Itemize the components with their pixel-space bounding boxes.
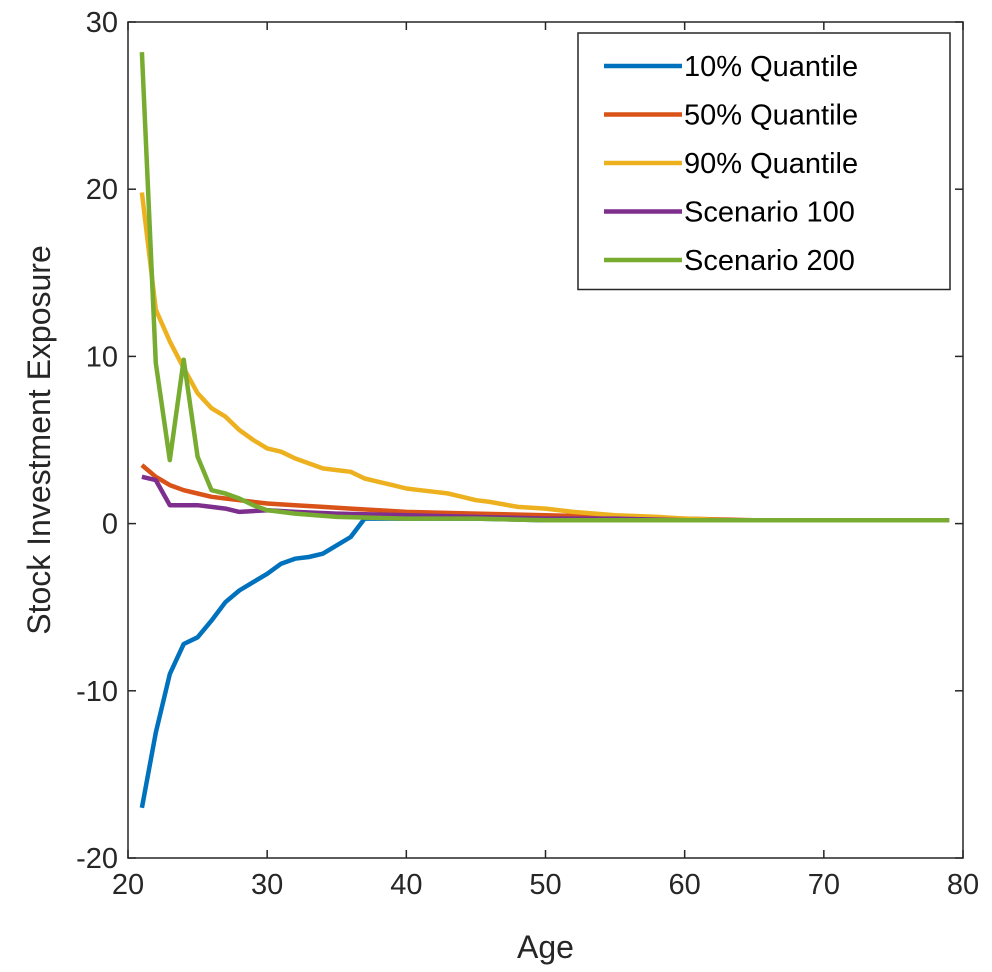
x-axis-label: Age xyxy=(517,929,574,965)
legend-label-1: 10% Quantile xyxy=(684,51,858,83)
series-layer xyxy=(139,51,950,809)
x-tick-label: 70 xyxy=(808,869,840,901)
legend: 10% Quantile 50% Quantile 90% Quantile Scen… xyxy=(577,32,951,291)
series-line-5 xyxy=(139,51,950,523)
y-tick-label: 0 xyxy=(102,509,118,541)
x-tick-label: 30 xyxy=(251,869,283,901)
x-tick-label: 40 xyxy=(390,869,422,901)
y-axis-label: Stock Investment Exposure xyxy=(21,245,57,635)
legend-label-2: 50% Quantile xyxy=(684,100,858,132)
legend-label-3: 90% Quantile xyxy=(684,148,858,180)
legend-label-4: Scenario 100 xyxy=(684,197,855,229)
y-tick-label: 10 xyxy=(86,341,118,373)
y-tick-label: -20 xyxy=(76,843,118,875)
x-tick-label: 50 xyxy=(529,869,561,901)
tick-layer: 20 30 40 50 60 70 80 -20 -10 0 10 20 30 xyxy=(76,7,979,901)
y-tick-label: 30 xyxy=(86,7,118,39)
x-tick-label: 80 xyxy=(947,869,979,901)
series-line-3 xyxy=(139,192,950,523)
y-tick-label: -10 xyxy=(76,676,118,708)
legend-label-5: Scenario 200 xyxy=(684,245,855,277)
x-tick-label: 20 xyxy=(112,869,144,901)
x-tick-label: 60 xyxy=(669,869,701,901)
y-tick-label: 20 xyxy=(86,174,118,206)
